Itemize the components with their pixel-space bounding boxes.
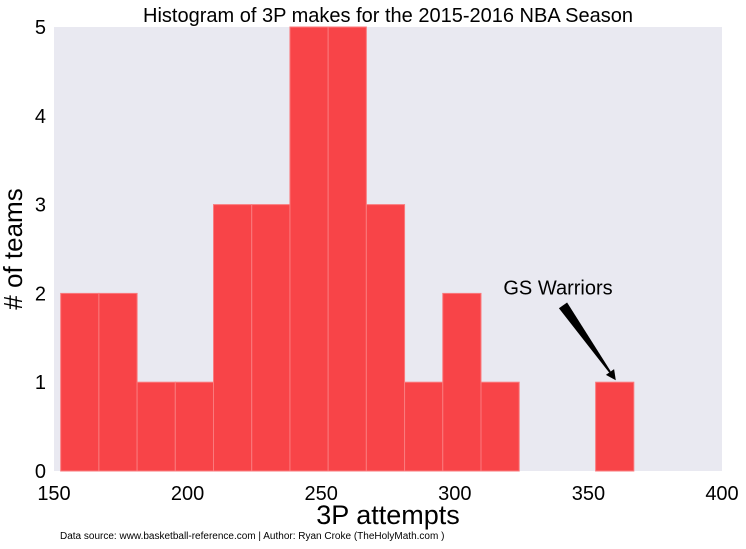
x-tick-label-5: 400 [705, 483, 738, 505]
annotation-group: GS Warriors [503, 277, 616, 381]
histogram-bar-6 [289, 26, 329, 472]
histogram-bar-4 [213, 204, 253, 472]
bars-group [60, 26, 635, 472]
histogram-bar-0 [60, 292, 100, 472]
x-axis-label: 3P attempts [316, 500, 460, 530]
x-tick-label-1: 200 [171, 483, 204, 505]
x-tick-label-3: 300 [438, 483, 471, 505]
annotation-arrow-shaft [558, 302, 611, 373]
y-tick-label-2: 2 [35, 283, 46, 305]
y-tick-label-5: 5 [35, 17, 46, 39]
y-tick-label-4: 4 [35, 106, 46, 128]
y-tick-label-3: 3 [35, 195, 46, 217]
histogram-bar-3 [174, 381, 215, 472]
histogram-bar-5 [251, 204, 291, 472]
histogram-bar-14 [595, 381, 635, 472]
y-tick-label-1: 1 [35, 372, 46, 394]
x-tick-labels: 150 200 250 300 350 400 [37, 483, 738, 505]
data-source-footer: Data source: www.basketball-reference.co… [60, 531, 445, 542]
x-tick-label-4: 350 [572, 483, 605, 505]
x-tick-label-2: 250 [305, 483, 338, 505]
histogram-bar-7 [327, 26, 367, 472]
y-tick-labels: 0 1 2 3 4 5 [35, 17, 46, 483]
chart-title: Histogram of 3P makes for the 2015-2016 … [143, 5, 633, 27]
histogram-bar-8 [365, 204, 406, 472]
y-axis-label: # of teams [0, 188, 28, 309]
y-tick-label-0: 0 [35, 461, 46, 483]
histogram-bar-9 [404, 381, 444, 472]
annotation-arrow-head [605, 369, 616, 381]
histogram-bar-2 [136, 381, 176, 472]
annotation-label: GS Warriors [503, 277, 612, 299]
x-tick-label-0: 150 [37, 483, 70, 505]
histogram-bar-1 [98, 292, 138, 472]
histogram-bar-10 [442, 292, 482, 472]
histogram-bar-11 [480, 381, 520, 472]
